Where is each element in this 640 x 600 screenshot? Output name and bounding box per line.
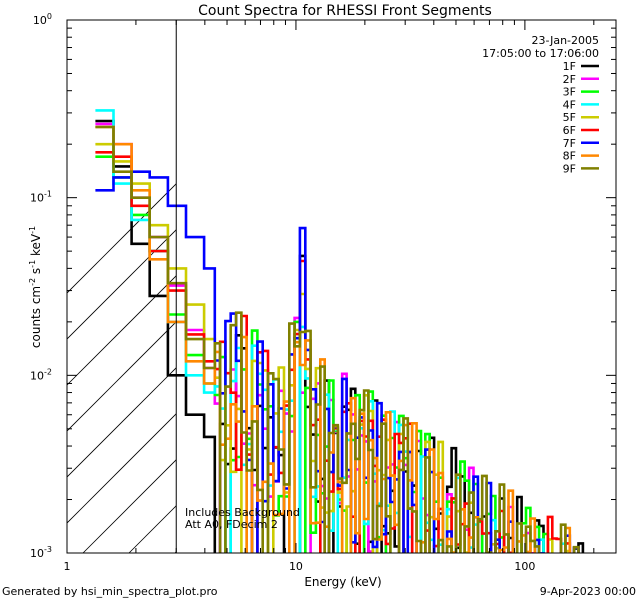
- hatch-line: [82, 459, 177, 553]
- x-axis-label: Energy (keV): [304, 575, 381, 589]
- attenuator-hatched-region: [67, 20, 640, 553]
- date-label: 23-Jan-2005: [532, 34, 600, 47]
- spectrum-9F: [95, 125, 580, 553]
- hatch-line: [67, 367, 177, 478]
- spectrum-1F: [95, 119, 585, 553]
- time-range-label: 17:05:00 to 17:06:00: [482, 47, 599, 60]
- legend-label: 1F: [563, 60, 576, 73]
- spectrum-8F: [95, 125, 572, 553]
- hatch-line: [359, 20, 640, 553]
- y-tick-label: 10-1: [30, 190, 52, 205]
- hatch-line: [67, 229, 177, 340]
- spectrum-3F: [95, 155, 550, 553]
- y-tick-label: 10-3: [30, 545, 52, 560]
- legend-label: 8F: [563, 150, 576, 163]
- legend-label: 7F: [563, 137, 576, 150]
- legend-label: 9F: [563, 162, 576, 175]
- y-tick-label: 10-2: [30, 367, 52, 382]
- timestamp-footer: 9-Apr-2023 00:00: [540, 585, 636, 598]
- hatch-line: [67, 183, 177, 294]
- chart-title: Count Spectra for RHESSI Front Segments: [198, 3, 492, 19]
- attenuator-note: Att A0, FDecim 2: [185, 518, 278, 531]
- hatch-line: [543, 20, 640, 553]
- hatch-line: [67, 321, 177, 432]
- legend-label: 3F: [563, 86, 576, 99]
- hatch-line: [589, 20, 640, 553]
- hatch-line: [451, 20, 640, 553]
- legend-label: 2F: [563, 73, 576, 86]
- legend-label: 4F: [563, 98, 576, 111]
- spectrum-6F: [95, 151, 580, 553]
- spectrum-7F: [95, 170, 580, 553]
- y-tick-label: 100: [33, 12, 52, 27]
- spectrum-5F: [95, 142, 572, 553]
- legend-label: 6F: [563, 124, 576, 137]
- y-axis-label: counts cm-2 s-1 keV-1: [28, 226, 43, 348]
- legend-label: 5F: [563, 111, 576, 124]
- x-tick-label: 1: [64, 560, 71, 573]
- plot-frame: [66, 19, 617, 554]
- hatch-line: [67, 275, 177, 386]
- spectrum-4F: [95, 109, 580, 553]
- x-tick-label: 10: [289, 560, 303, 573]
- hatch-line: [313, 20, 640, 553]
- spectrum-2F: [95, 122, 537, 553]
- generator-footer: Generated by hsi_min_spectra_plot.pro: [2, 585, 218, 598]
- background-note: Includes Background: [185, 506, 300, 519]
- x-tick-label: 100: [514, 560, 535, 573]
- hatch-line: [267, 20, 640, 553]
- hatch-line: [635, 20, 640, 553]
- hatch-line: [67, 413, 177, 524]
